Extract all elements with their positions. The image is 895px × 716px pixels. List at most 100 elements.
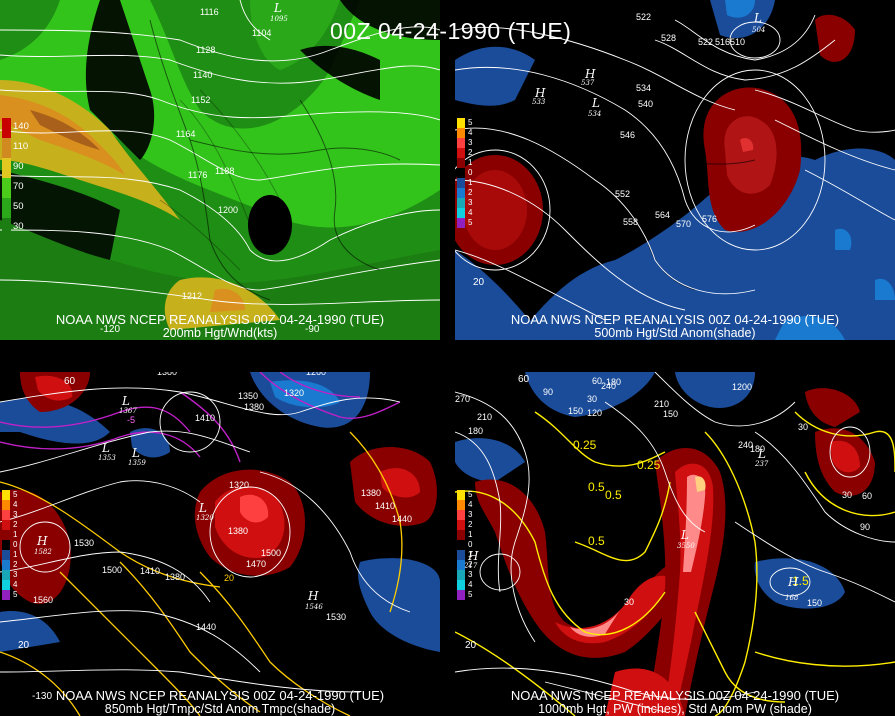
contour-label: 1212 [182,291,202,301]
contour-label: 0.5 [588,480,605,494]
contour-label: 1440 [196,622,216,632]
legend-label: 0 [468,540,473,549]
legend-label: 3 [13,570,18,579]
contour-label: 1440 [392,514,412,524]
high-marker: H [307,589,319,603]
legend-label: 5 [468,490,473,499]
legend-label: 1 [13,550,18,559]
contour-label: 1410 [140,566,160,576]
contour-label: 1500 [102,565,122,575]
legend-swatch [457,158,465,168]
panel-caption-source: NOAA NWS NCEP REANALYSIS 00Z 04-24-1990 … [55,312,385,327]
legend-label: 5 [468,118,473,127]
contour-label: 180 [606,377,621,387]
contour-label: 522 [636,12,651,22]
high-marker: H [36,534,48,548]
legend-swatch [457,208,465,218]
low-marker: L [101,441,110,455]
contour-label: 1380 [157,372,177,377]
lon-label: 20 [473,277,485,288]
legend-label: 5 [468,218,473,227]
contour-label: 1530 [74,538,94,548]
legend-label: 2 [13,520,18,529]
legend-swatch [457,490,465,500]
contour-label: 510 [730,37,745,47]
legend-swatch [457,550,465,560]
contour-label: 1410 [195,413,215,423]
legend-label: 1 [468,178,473,187]
high-value: 1546 [305,603,323,611]
low-value: 1353 [98,454,116,462]
legend-label: 3 [468,570,473,579]
contour-label: 552 [615,189,630,199]
contour-label: 1140 [193,70,212,80]
legend-swatch [2,530,10,540]
legend-label: 0 [13,540,18,549]
legend-swatch [2,590,10,600]
contour-label: 150 [568,406,583,416]
legend-swatch [2,510,10,520]
legend-swatch [457,128,465,138]
panel-caption-field: 500mb Hgt/Std Anom(shade) [594,326,756,340]
low-value: 237 [754,460,769,468]
contour-label: 546 [620,130,635,140]
contour-label: 90 [543,387,553,397]
contour-label: 0.5 [605,488,622,502]
contour-label: 1128 [196,45,215,55]
panel-caption-source: NOAA NWS NCEP REANALYSIS 00Z 04-24-1990 … [510,312,840,327]
legend-label: 110 [13,141,29,152]
legend-label: 140 [13,121,29,132]
legend-swatch [457,500,465,510]
legend-label: 2 [468,188,473,197]
contour-label: 150 [663,409,678,419]
legend-label: 3 [468,138,473,147]
contour-label: 180 [468,426,483,436]
legend-label: 1 [468,158,473,167]
panel-caption-source: NOAA NWS NCEP REANALYSIS 00Z 04-24-1990 … [55,688,385,703]
lon-label: 20 [18,640,30,651]
contour-label: 1200 [218,205,238,215]
contour-label: 528 [661,33,676,43]
legend-label: 1 [13,530,18,539]
legend-swatch [457,580,465,590]
legend-label: 3 [13,510,18,519]
legend-label: 90 [13,161,24,172]
legend-500mb: 5 4 3 2 1 0 1 2 3 4 5 [457,118,489,228]
contour-label: 20 [224,573,234,583]
low-value: 1359 [128,459,146,467]
contour-label: 1164 [176,129,195,139]
high-value: 1582 [34,548,52,556]
contour-label: 1260 [306,372,326,377]
legend-200mb: 140 110 90 70 50 30 [2,118,34,238]
legend-850mb: 5 4 3 2 1 0 1 2 3 4 5 [2,490,34,600]
legend-swatch [457,510,465,520]
high-value: 537 [581,79,595,87]
contour-label: 0.5 [588,534,605,548]
contour-label: 30 [842,490,852,500]
high-marker: H [787,575,799,589]
panel-caption-field: 200mb Hgt/Wnd(kts) [162,326,278,340]
contour-label: 576 [702,214,717,224]
legend-swatch [2,138,11,158]
legend-swatch [2,580,10,590]
contour-label: 210 [654,399,669,409]
legend-label: 4 [468,580,473,589]
legend-label: 4 [13,500,18,509]
low-value: 1320 [196,514,214,522]
panel-caption-source: NOAA NWS NCEP REANALYSIS 00Z 04-24-1990 … [510,688,840,703]
contour-label: 516 [715,37,730,47]
contour-label: 558 [623,217,638,227]
legend-label: 50 [13,201,24,212]
contour-label: 1470 [246,559,266,569]
contour-label: 90 [860,522,870,532]
panel-200mb-height-wind: 1116 1104 1128 1140 1152 1164 1176 1188 … [0,0,440,340]
contour-label: 1.5 [792,574,809,588]
contour-label: 1410 [375,501,395,511]
legend-swatch [2,550,10,560]
lon-label: -130 [32,691,52,702]
legend-swatch [2,218,11,238]
legend-swatch [457,570,465,580]
legend-label: 2 [468,560,473,569]
low-marker: L [753,11,762,25]
legend-label: 30 [13,221,24,232]
